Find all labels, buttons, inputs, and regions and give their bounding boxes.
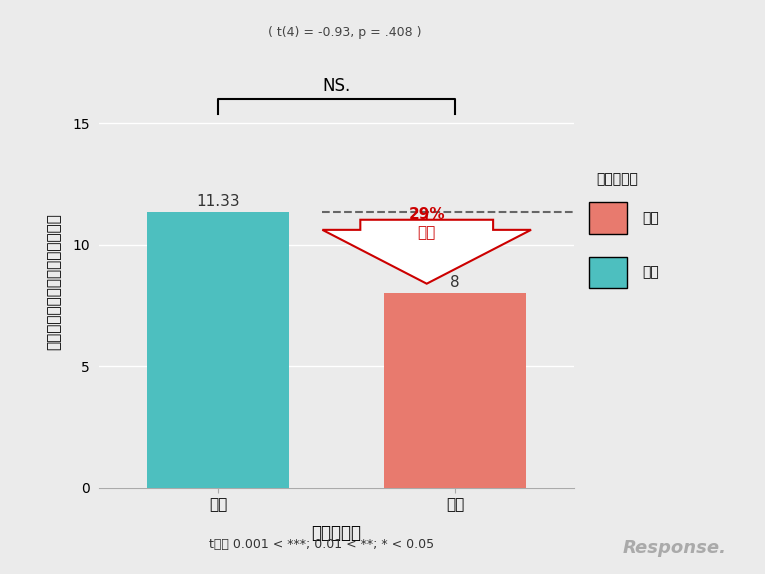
- Text: NS.: NS.: [323, 77, 350, 95]
- Text: あり: あり: [643, 211, 659, 225]
- FancyBboxPatch shape: [589, 257, 627, 288]
- Bar: [384, 293, 526, 488]
- Text: 8: 8: [451, 275, 460, 290]
- Text: なし: なし: [643, 266, 659, 280]
- FancyBboxPatch shape: [589, 203, 627, 234]
- Text: 29%
減少: 29% 減少: [409, 207, 445, 240]
- Bar: [147, 212, 289, 488]
- Text: t検定 0.001 < ***; 0.01 < **; * < 0.05: t検定 0.001 < ***; 0.01 < **; * < 0.05: [209, 538, 434, 551]
- Text: Response.: Response.: [623, 539, 727, 557]
- Text: ( t(4) = -0.93, p = .408 ): ( t(4) = -0.93, p = .408 ): [268, 26, 421, 39]
- Text: ナッジ有無: ナッジ有無: [597, 172, 639, 186]
- Text: 11.33: 11.33: [196, 194, 240, 209]
- Y-axis label: はみ出し停車台数１日当たり平均: はみ出し停車台数１日当たり平均: [46, 213, 61, 350]
- X-axis label: ナッジ有無: ナッジ有無: [311, 523, 362, 542]
- Polygon shape: [322, 220, 531, 284]
